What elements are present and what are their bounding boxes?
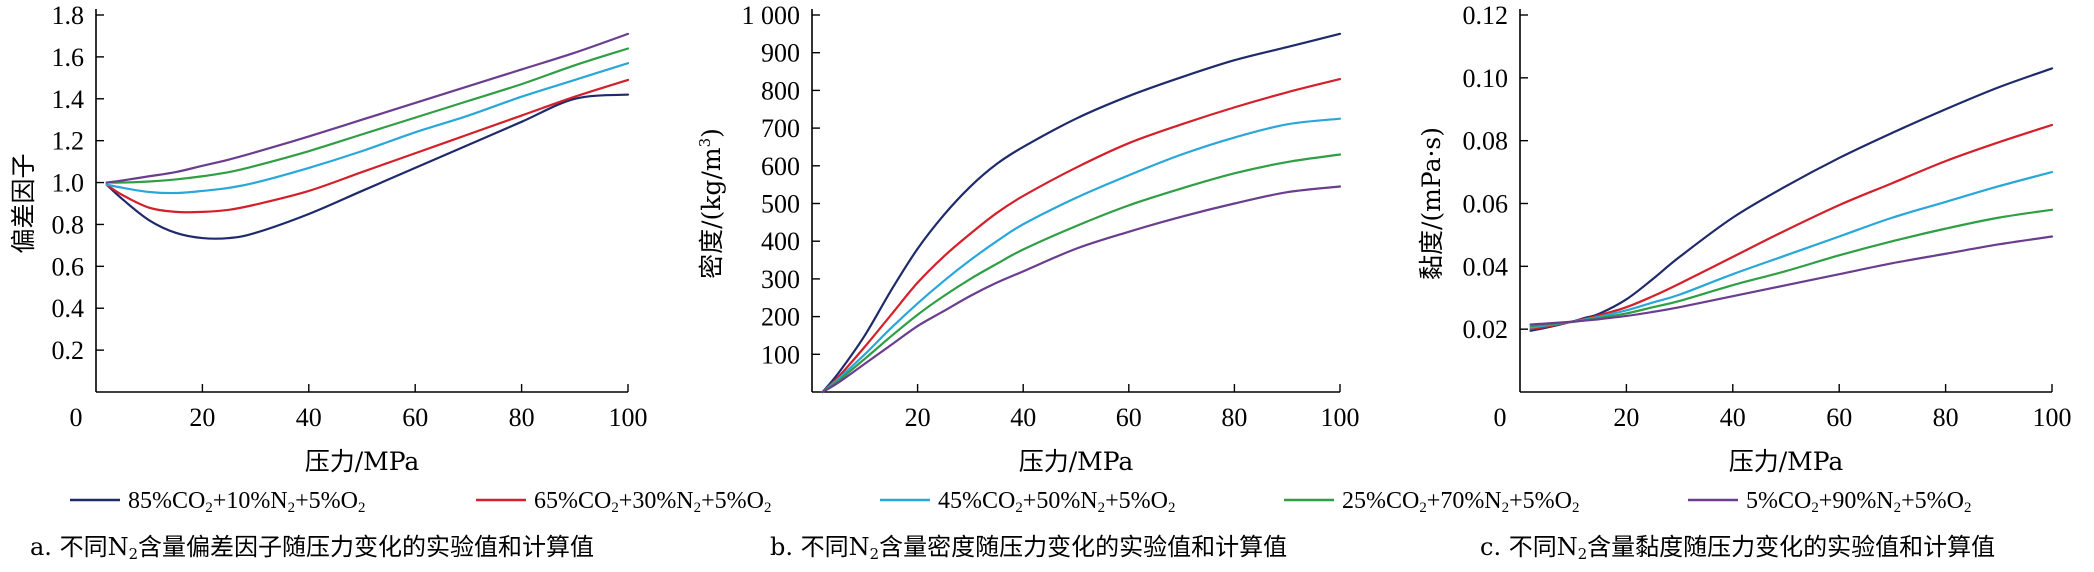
series-line-4 <box>105 47 630 184</box>
y-tick-label: 0.04 <box>1463 252 1509 281</box>
y-tick-label: 300 <box>761 265 800 294</box>
y-tick-label: 600 <box>761 152 800 181</box>
x-tick-label: 60 <box>402 403 428 432</box>
y-tick-label: 900 <box>761 39 800 68</box>
x-tick-label: 60 <box>1116 403 1142 432</box>
y-tick-label: 0.12 <box>1463 1 1509 30</box>
y-tick-label: 500 <box>761 190 800 219</box>
x-tick-label: 60 <box>1826 403 1852 432</box>
y-tick-label: 0.06 <box>1463 190 1509 219</box>
y-tick-label: 1.6 <box>52 43 85 72</box>
series-line-2 <box>1529 123 2054 331</box>
y-tick-label: 1.8 <box>52 1 85 30</box>
legend: 85%CO2+10%N2+5%O2 65%CO2+30%N2+5%O2 45%CO2… <box>70 488 1971 516</box>
series-line-3 <box>821 117 1342 394</box>
series-line-2 <box>821 77 1342 394</box>
y-axis-title: 密度/(kg/m3) <box>696 128 727 279</box>
x-tick-label: 20 <box>905 403 931 432</box>
x-tick-label: 100 <box>1321 403 1360 432</box>
series-line-1 <box>105 93 630 240</box>
y-tick-label: 100 <box>761 340 800 369</box>
x-tick-label: 80 <box>509 403 535 432</box>
y-tick-label: 0.02 <box>1463 315 1509 344</box>
y-tick-label: 800 <box>761 76 800 105</box>
y-tick-label: 0.10 <box>1463 64 1509 93</box>
y-tick-label: 200 <box>761 303 800 332</box>
x-tick-label: 40 <box>1010 403 1036 432</box>
panel-caption-a: a. 不同N2含量偏差因子随压力变化的实验值和计算值 <box>30 533 594 563</box>
y-tick-label: 1.4 <box>52 85 85 114</box>
series-line-5 <box>105 32 630 184</box>
legend-label: 25%CO2+70%N2+5%O2 <box>1342 488 1579 516</box>
legend-label: 65%CO2+30%N2+5%O2 <box>534 488 771 516</box>
y-tick-label: 1 000 <box>742 1 801 30</box>
series-line-5 <box>821 185 1342 394</box>
x-tick-label: 100 <box>609 403 648 432</box>
y-tick-label: 400 <box>761 227 800 256</box>
x-tick-label: 100 <box>2033 403 2072 432</box>
series-line-5 <box>1529 235 2054 326</box>
y-axis-title: 黏度/(mPa·s) <box>1417 127 1446 280</box>
chart-panels: 0.2 0.4 0.6 0.8 1.0 1.2 1.4 1.6 1.8 0 20 40 60 80 100 压… <box>9 1 2072 476</box>
chart-panel-3: 0.02 0.04 0.06 0.08 0.10 0.12 0 20 40 60 80 100 压力/M… <box>1417 1 2072 476</box>
legend-item-1: 85%CO2+10%N2+5%O2 <box>70 488 365 516</box>
chart-panel-1: 0.2 0.4 0.6 0.8 1.0 1.2 1.4 1.6 1.8 0 20 40 60 80 100 压… <box>9 1 648 476</box>
y-tick-label: 0.4 <box>52 294 85 323</box>
y-tick-label: 0.2 <box>52 336 85 365</box>
x-tick-label: 80 <box>1933 403 1959 432</box>
captions: a. 不同N2含量偏差因子随压力变化的实验值和计算值 b. 不同N2含量密度随压力… <box>30 533 1995 563</box>
legend-item-2: 65%CO2+30%N2+5%O2 <box>476 488 771 516</box>
y-tick-label: 700 <box>761 114 800 143</box>
chart-panel-2: 100 200 300 400 500 600 700 800 900 1 000 20 40 60 80… <box>696 1 1360 476</box>
y-tick-label: 0.6 <box>52 252 85 281</box>
legend-label: 85%CO2+10%N2+5%O2 <box>128 488 365 516</box>
x-tick-label: 0 <box>70 403 83 432</box>
series-line-3 <box>105 62 630 195</box>
series-line-4 <box>821 153 1342 394</box>
x-tick-label: 0 <box>1494 403 1507 432</box>
y-tick-label: 0.8 <box>52 210 85 239</box>
legend-label: 45%CO2+50%N2+5%O2 <box>938 488 1175 516</box>
series-line-3 <box>1529 170 2054 329</box>
x-tick-label: 40 <box>296 403 322 432</box>
series-line-2 <box>105 78 630 214</box>
x-tick-label: 20 <box>189 403 215 432</box>
legend-label: 5%CO2+90%N2+5%O2 <box>1746 488 1971 516</box>
y-tick-label: 1.0 <box>52 169 85 198</box>
x-axis-title: 压力/MPa <box>1019 447 1134 476</box>
legend-item-5: 5%CO2+90%N2+5%O2 <box>1688 488 1971 516</box>
x-tick-label: 20 <box>1613 403 1639 432</box>
y-axis-title: 偏差因子 <box>9 153 38 253</box>
x-tick-label: 40 <box>1720 403 1746 432</box>
x-tick-label: 80 <box>1221 403 1247 432</box>
x-axis-title: 压力/MPa <box>305 447 420 476</box>
panel-caption-b: b. 不同N2含量密度随压力变化的实验值和计算值 <box>770 533 1287 563</box>
legend-item-3: 45%CO2+50%N2+5%O2 <box>880 488 1175 516</box>
panel-caption-c: c. 不同N2含量黏度随压力变化的实验值和计算值 <box>1480 533 1995 563</box>
series-line-1 <box>821 32 1342 394</box>
legend-item-4: 25%CO2+70%N2+5%O2 <box>1284 488 1579 516</box>
y-tick-label: 1.2 <box>52 127 85 156</box>
x-axis-title: 压力/MPa <box>1729 447 1844 476</box>
y-tick-label: 0.08 <box>1463 127 1509 156</box>
series-line-1 <box>1529 67 2054 332</box>
